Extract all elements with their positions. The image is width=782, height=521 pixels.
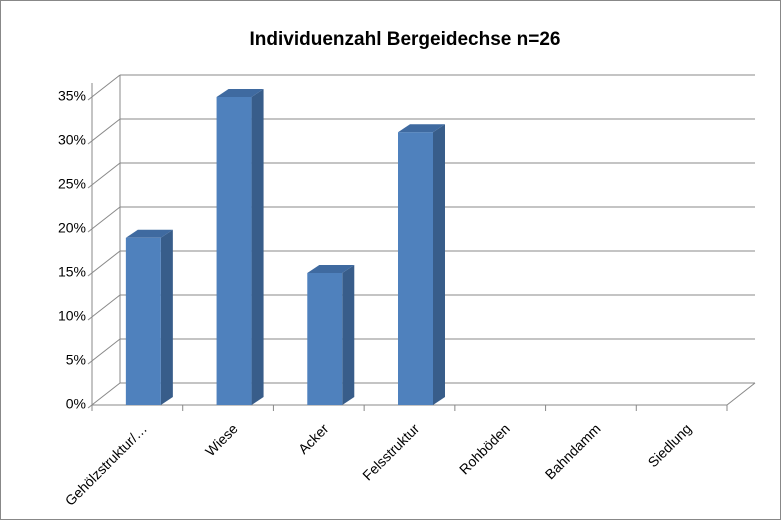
grid-line-side <box>87 206 121 233</box>
bar-top <box>216 89 264 97</box>
grid-line-side <box>87 382 121 409</box>
grid-line-side <box>87 74 121 101</box>
floor-right <box>726 382 756 406</box>
grid-line-side <box>87 250 121 277</box>
bar-side <box>251 89 264 405</box>
y-tick-label: 10% <box>58 308 86 324</box>
y-tick-label: 20% <box>58 220 86 236</box>
bar-side <box>342 265 355 405</box>
bar <box>125 237 161 405</box>
grid-line-side <box>87 338 121 365</box>
grid-line-side <box>87 162 121 189</box>
grid-line-side <box>87 294 121 321</box>
y-tick-label: 25% <box>58 176 86 192</box>
bar-side <box>160 229 173 405</box>
grid-line-side <box>87 118 121 145</box>
bar-top <box>398 124 445 133</box>
y-tick-label: 5% <box>66 352 86 368</box>
y-tick-label: 15% <box>58 264 86 280</box>
bar-top <box>125 229 173 238</box>
y-tick-label: 35% <box>58 88 86 104</box>
bar <box>307 273 343 405</box>
y-tick-label: 0% <box>66 396 86 412</box>
chart-title: Individuenzahl Bergeidechse n=26 <box>250 29 561 50</box>
bar <box>398 132 433 405</box>
bar-side <box>433 124 445 405</box>
bar-top <box>307 265 355 273</box>
bar <box>216 97 252 405</box>
y-tick-label: 30% <box>58 132 86 148</box>
